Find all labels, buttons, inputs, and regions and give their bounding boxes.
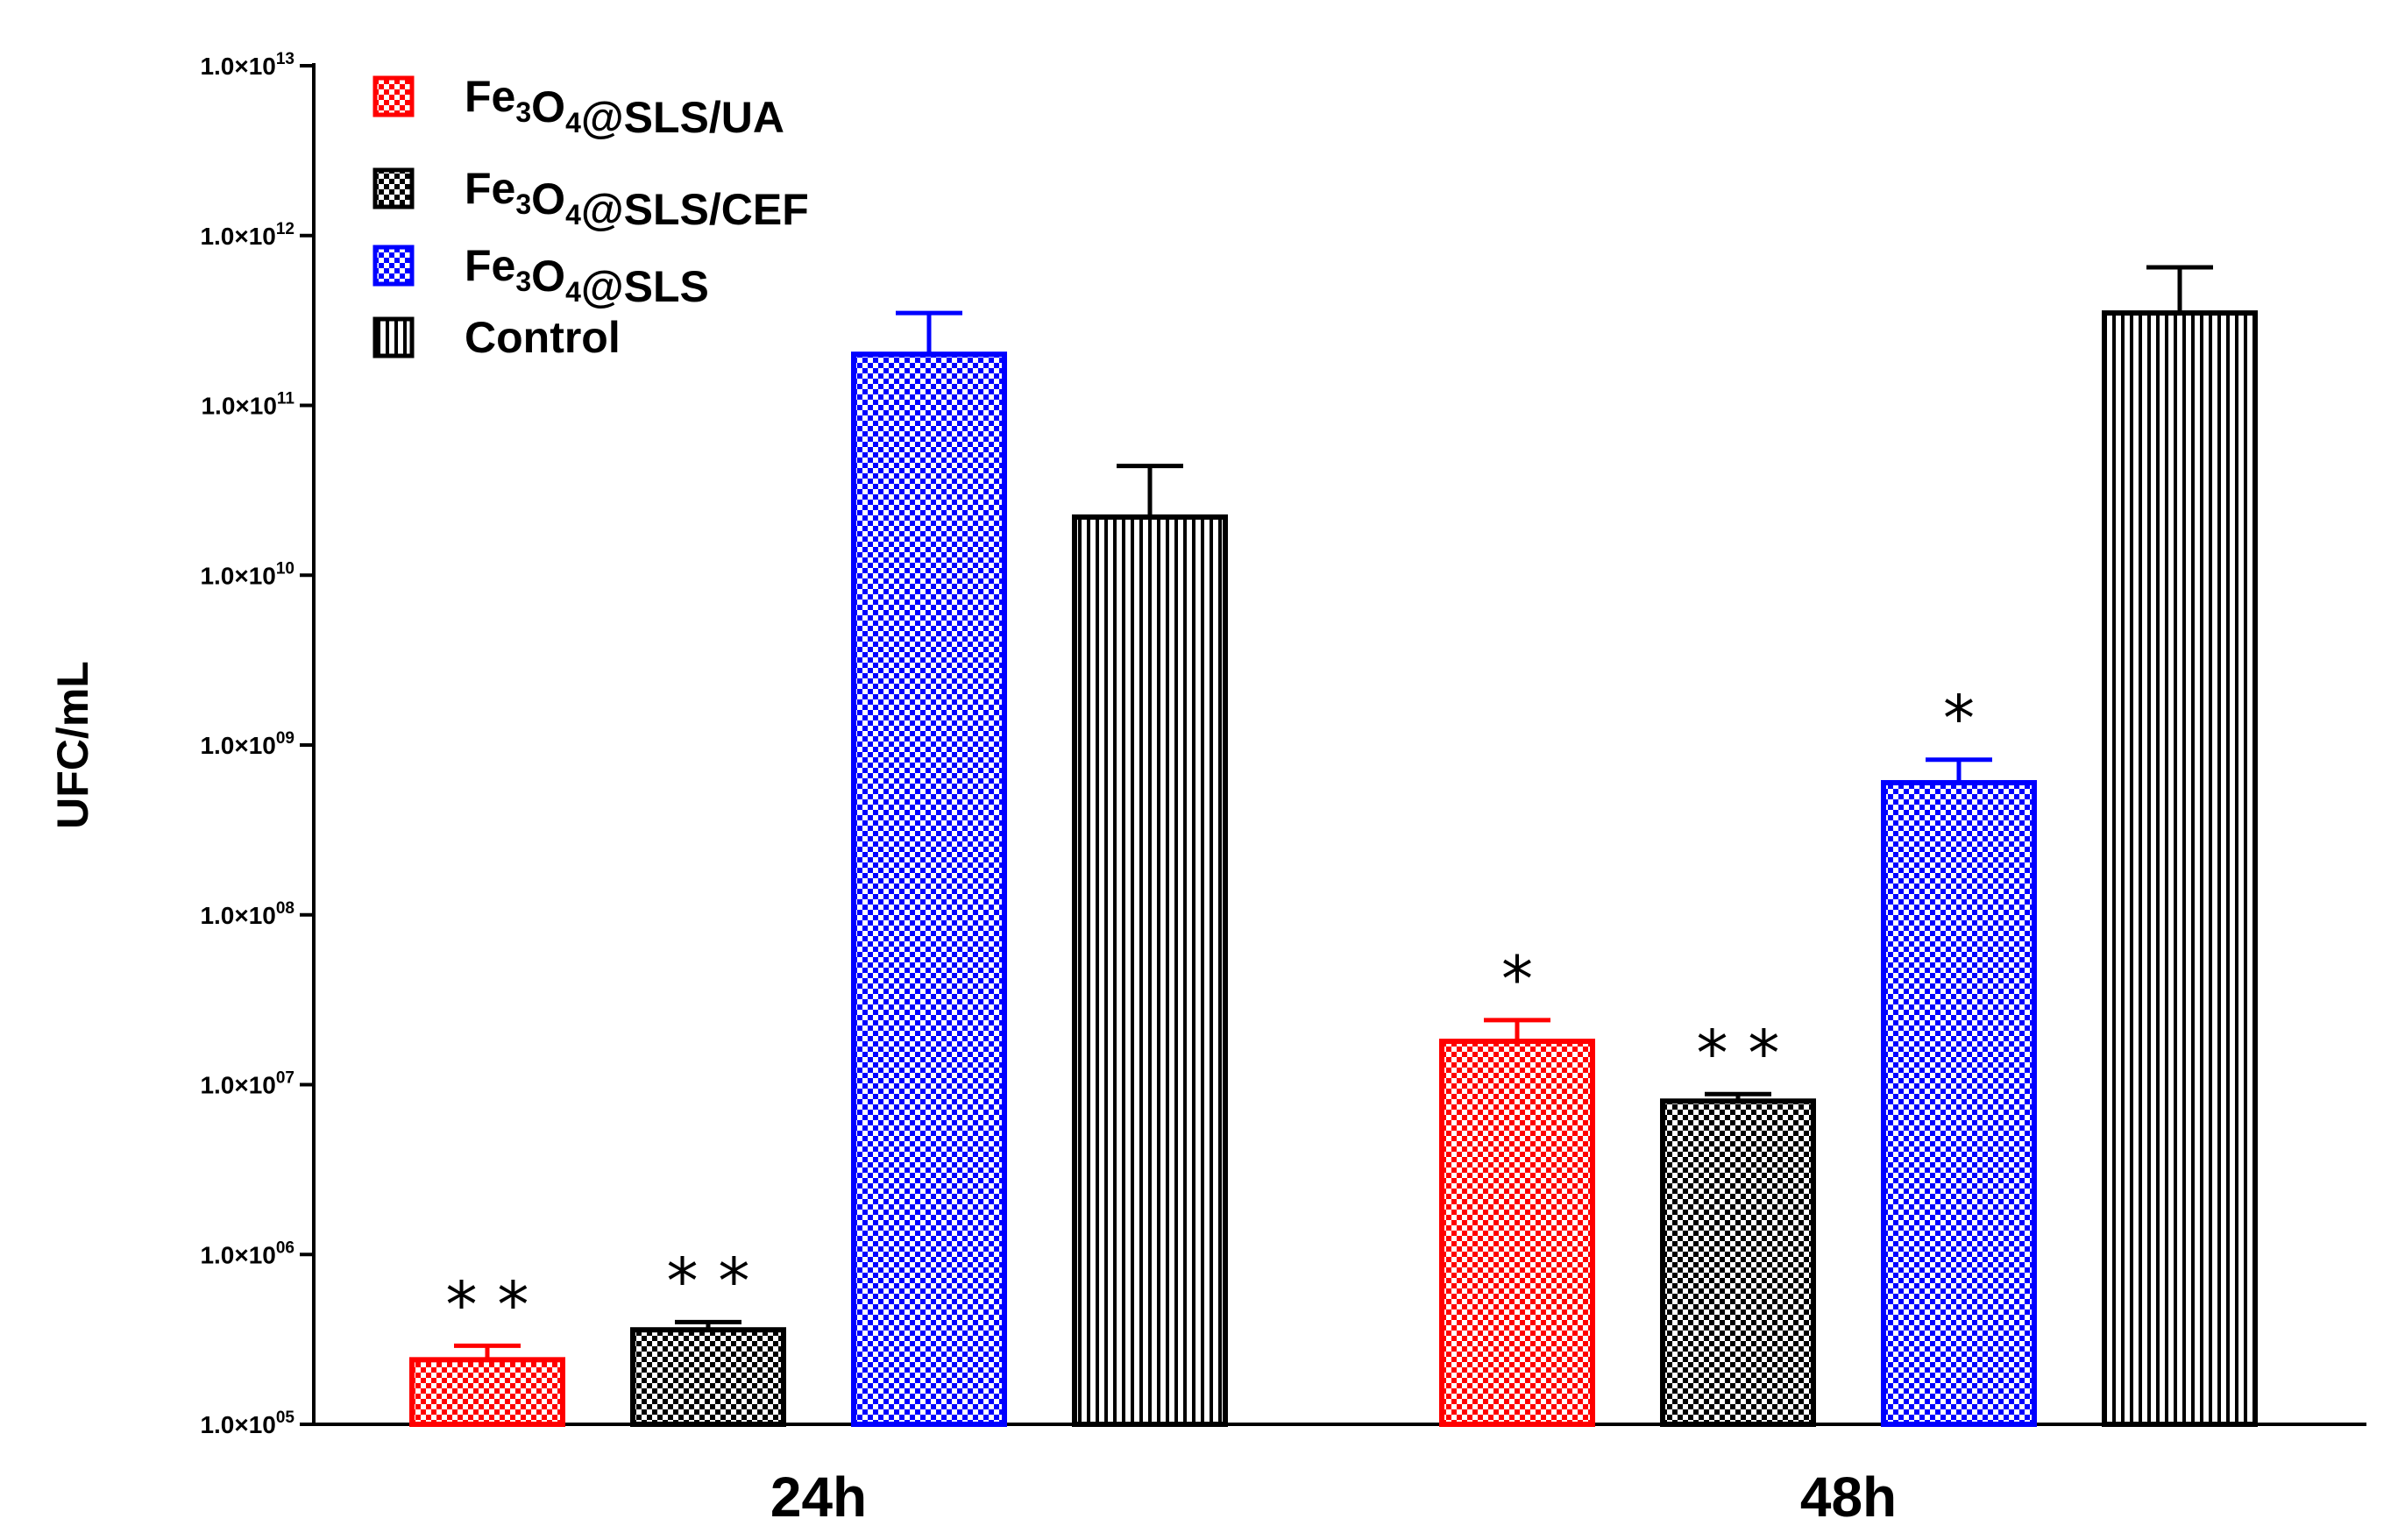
y-axis-title: UFC/mL — [48, 661, 97, 829]
x-category-label: 24h — [770, 1465, 867, 1529]
bar — [1660, 1098, 1816, 1428]
bar — [409, 1357, 565, 1428]
y-tick-label: 1.0×1008 — [200, 899, 294, 929]
significance-label: * * — [446, 1267, 529, 1341]
significance-label: * * — [1697, 1016, 1780, 1089]
legend-label: Fe3O4@SLS/CEF — [465, 164, 809, 234]
significance-label: * — [1501, 942, 1533, 1016]
x-category-label: 48h — [1800, 1465, 1897, 1529]
legend-swatch — [372, 167, 415, 209]
bar — [1072, 514, 1228, 1427]
bar — [1439, 1039, 1595, 1427]
significance-label: * — [1943, 682, 1975, 756]
legend-swatch — [372, 245, 415, 287]
legend: Fe3O4@SLS/UA Fe3O4@SLS/CEFFe3O4@SLSContro… — [372, 72, 809, 362]
bar — [851, 351, 1007, 1428]
legend-swatch — [372, 75, 415, 117]
bars: * * * * * * * * — [409, 265, 2258, 1428]
y-tick-label: 1.0×1007 — [200, 1069, 294, 1099]
legend-swatch — [372, 316, 415, 358]
y-tick-label: 1.0×1010 — [200, 559, 294, 589]
y-tick-label: 1.0×1009 — [200, 729, 294, 759]
legend-label: Fe3O4@SLS — [465, 241, 709, 311]
bar — [630, 1327, 786, 1428]
bar — [1881, 779, 2037, 1427]
y-tick-label: 1.0×1012 — [200, 220, 294, 250]
y-tick-label: 1.0×1011 — [201, 390, 294, 420]
y-tick-label: 1.0×1005 — [200, 1409, 294, 1438]
significance-label: * * — [667, 1244, 750, 1317]
legend-label: Fe3O4@SLS/UA — [465, 72, 784, 142]
y-tick-label: 1.0×1006 — [200, 1238, 294, 1268]
y-tick-label: 1.0×1013 — [200, 50, 294, 80]
legend-label: Control — [465, 313, 621, 362]
bar — [2102, 310, 2258, 1428]
